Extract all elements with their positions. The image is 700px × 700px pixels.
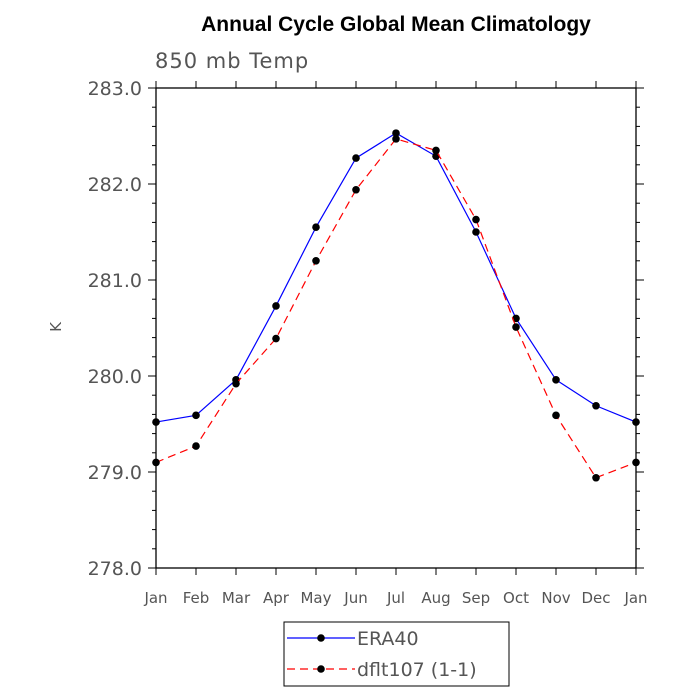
- x-tick-label: Apr: [263, 589, 290, 607]
- series-2-point: [512, 323, 520, 331]
- plot-frame: [155, 87, 637, 569]
- x-tick-label: Jan: [143, 589, 167, 607]
- series-1-point: [152, 418, 160, 426]
- series-2-point: [432, 146, 440, 155]
- series-1-point: [472, 228, 480, 236]
- legend: ERA40 dflt107 (1-1): [283, 621, 510, 687]
- series-2-point: [632, 458, 640, 467]
- series-group: [152, 129, 640, 482]
- legend-marker-1: [317, 634, 325, 642]
- x-tick-label: Mar: [222, 589, 251, 607]
- series-1-point: [392, 129, 400, 137]
- x-tick-label: Dec: [581, 589, 610, 607]
- y-tick-label: 278.0: [88, 558, 142, 580]
- y-axis-label: K: [47, 321, 65, 332]
- series-1-point: [592, 401, 600, 410]
- legend-label-2: dflt107 (1-1): [357, 659, 477, 681]
- series-2-point: [312, 257, 320, 265]
- legend-box: [283, 621, 510, 687]
- x-tick-label: Jun: [343, 589, 367, 607]
- x-tick-label: Nov: [541, 589, 570, 607]
- series-1-point: [312, 223, 320, 231]
- series-line-2: [155, 138, 637, 479]
- series-line-1: [155, 132, 637, 423]
- series-2-point: [552, 411, 560, 420]
- series-2-point: [592, 473, 600, 482]
- series-1-point: [552, 376, 560, 384]
- x-tick-label: May: [300, 589, 331, 607]
- x-tick-label: Aug: [421, 589, 450, 607]
- series-2-point: [272, 334, 280, 343]
- y-tick-label: 281.0: [88, 270, 142, 292]
- x-tick-labels: Jan Feb Mar Apr May Jun Jul Aug Sep Oct Nov Dec Jan: [143, 589, 647, 607]
- y-tick-labels: 278.0 279.0 280.0 281.0 282.0 283.0: [88, 78, 142, 580]
- legend-marker-2: [317, 665, 325, 673]
- series-2-point: [152, 458, 160, 467]
- x-tick-label: Feb: [183, 589, 210, 607]
- y-tick-label: 279.0: [88, 462, 142, 484]
- y-tick-label: 282.0: [88, 174, 142, 196]
- x-tick-label: Oct: [503, 589, 529, 607]
- chart-subtitle: 850 mb Temp: [155, 49, 309, 73]
- series-2-point: [472, 215, 480, 224]
- legend-entries: ERA40 dflt107 (1-1): [287, 628, 477, 681]
- series-1-point: [272, 302, 280, 310]
- series-1-point: [632, 418, 640, 426]
- series-1-point: [352, 154, 360, 162]
- series-2-point: [352, 185, 360, 194]
- series-1-point: [192, 411, 200, 420]
- axis-ticks: [148, 81, 644, 575]
- series-2-point: [232, 379, 240, 388]
- x-tick-label: Jan: [623, 589, 647, 607]
- x-tick-label: Jul: [386, 589, 405, 607]
- x-tick-label: Sep: [462, 589, 490, 607]
- series-2-point: [392, 135, 400, 143]
- legend-label-1: ERA40: [357, 628, 419, 650]
- series-2-point: [192, 442, 200, 450]
- y-tick-label: 283.0: [88, 78, 142, 100]
- y-tick-label: 280.0: [88, 366, 142, 388]
- chart-title: Annual Cycle Global Mean Climatology: [201, 13, 591, 36]
